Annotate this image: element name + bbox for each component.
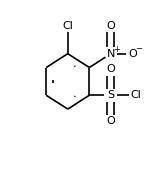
Text: O: O xyxy=(107,21,115,31)
Text: Cl: Cl xyxy=(62,21,73,31)
Text: O: O xyxy=(107,116,115,126)
Text: −: − xyxy=(135,45,142,53)
Text: +: + xyxy=(114,45,120,53)
Text: O: O xyxy=(128,49,137,59)
Text: S: S xyxy=(107,90,114,100)
Text: N: N xyxy=(107,49,115,59)
Text: O: O xyxy=(107,64,115,74)
Text: Cl: Cl xyxy=(130,90,141,100)
